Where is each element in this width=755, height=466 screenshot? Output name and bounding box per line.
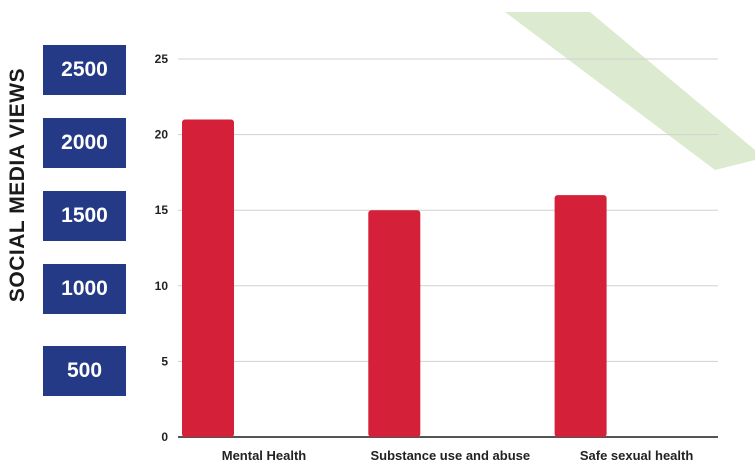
y-tick-label-5: 5: [161, 354, 168, 368]
y-tick-label-10: 10: [155, 279, 169, 293]
bar-0: [182, 119, 234, 437]
y-tick-label-15: 15: [155, 203, 169, 217]
bar-2: [554, 195, 607, 437]
view-box-2000: 2000: [43, 118, 126, 168]
x-category-label-2: Safe sexual health: [580, 448, 693, 463]
view-box-2500: 2500: [43, 45, 126, 95]
y-tick-label-25: 25: [155, 52, 169, 66]
bar-1: [368, 210, 421, 437]
view-box-1500: 1500: [43, 191, 126, 241]
y-tick-label-20: 20: [155, 128, 169, 142]
x-category-label-1: Substance use and abuse: [370, 448, 530, 463]
view-box-1000: 1000: [43, 264, 126, 314]
view-box-500: 500: [43, 346, 126, 396]
y-tick-label-0: 0: [161, 430, 168, 444]
x-category-label-0: Mental Health: [222, 448, 307, 463]
